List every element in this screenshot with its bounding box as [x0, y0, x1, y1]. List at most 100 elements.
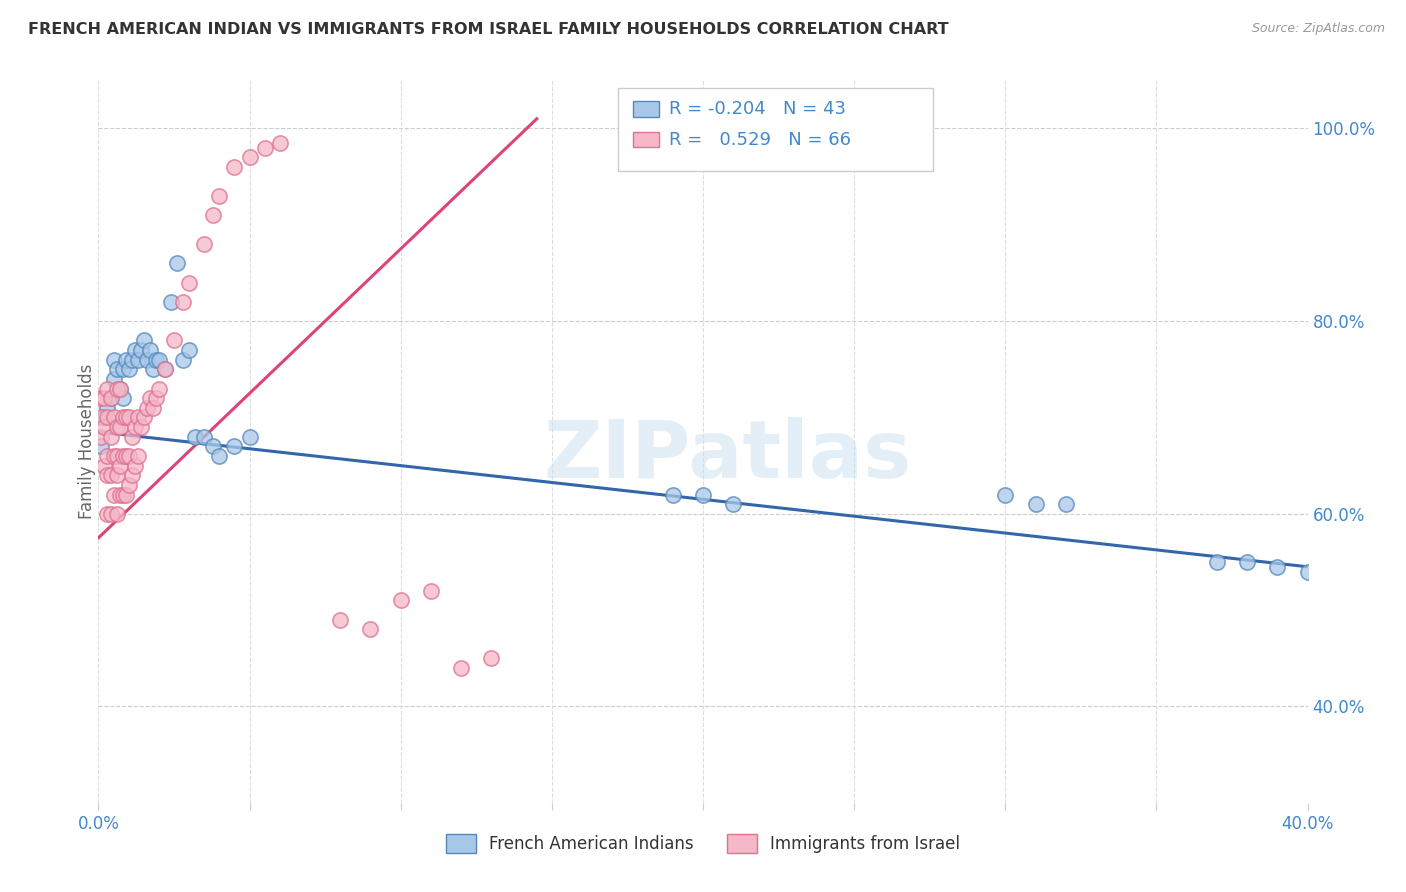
Point: [179, 343, 201, 357]
Point: [1296, 565, 1319, 579]
Point: [1054, 497, 1077, 511]
Point: [103, 410, 125, 425]
Point: [114, 449, 136, 463]
Point: [114, 352, 136, 367]
Point: [121, 468, 143, 483]
Y-axis label: Family Households: Family Households: [79, 364, 96, 519]
Point: [153, 362, 176, 376]
Point: [184, 430, 207, 444]
Point: [93, 410, 115, 425]
Point: [108, 382, 131, 396]
Point: [172, 352, 194, 367]
Point: [1267, 559, 1289, 574]
Point: [93, 391, 115, 405]
Point: [90, 439, 112, 453]
Point: [124, 343, 146, 357]
Point: [224, 160, 246, 174]
Point: [111, 487, 134, 501]
Point: [1206, 555, 1229, 569]
Point: [118, 449, 141, 463]
Point: [118, 410, 141, 425]
Point: [111, 449, 134, 463]
Point: [389, 593, 412, 607]
Point: [114, 410, 136, 425]
Point: [163, 334, 186, 348]
Point: [127, 410, 149, 425]
Point: [723, 497, 745, 511]
Point: [129, 420, 152, 434]
Text: R = -0.204   N = 43: R = -0.204 N = 43: [669, 100, 846, 118]
Point: [135, 401, 157, 415]
Legend: French American Indians, Immigrants from Israel: French American Indians, Immigrants from…: [439, 827, 967, 860]
Point: [108, 487, 131, 501]
Point: [148, 382, 170, 396]
Point: [105, 468, 128, 483]
Point: [100, 391, 122, 405]
Point: [1024, 497, 1046, 511]
Point: [132, 334, 155, 348]
Point: [132, 410, 155, 425]
Point: [108, 420, 131, 434]
Point: [103, 449, 125, 463]
Point: [105, 507, 128, 521]
Point: [90, 410, 112, 425]
Point: [105, 362, 128, 376]
Point: [100, 507, 122, 521]
Point: [121, 352, 143, 367]
Point: [193, 237, 215, 252]
Point: [118, 478, 141, 492]
Point: [100, 430, 122, 444]
Point: [118, 362, 141, 376]
Point: [139, 343, 162, 357]
Point: [172, 294, 194, 309]
Point: [93, 420, 115, 434]
Point: [129, 343, 152, 357]
Point: [269, 136, 291, 150]
Point: [108, 458, 131, 473]
Point: [179, 276, 201, 290]
Text: FRENCH AMERICAN INDIAN VS IMMIGRANTS FROM ISRAEL FAMILY HOUSEHOLDS CORRELATION C: FRENCH AMERICAN INDIAN VS IMMIGRANTS FRO…: [28, 22, 949, 37]
Text: R =   0.529   N = 66: R = 0.529 N = 66: [669, 130, 851, 149]
FancyBboxPatch shape: [619, 87, 932, 170]
Point: [100, 391, 122, 405]
Point: [450, 661, 472, 675]
Point: [481, 651, 503, 665]
Point: [127, 449, 149, 463]
FancyBboxPatch shape: [633, 101, 659, 117]
Point: [142, 362, 165, 376]
Point: [124, 458, 146, 473]
Point: [160, 294, 183, 309]
Point: [142, 401, 165, 415]
Point: [96, 382, 118, 396]
Point: [692, 487, 714, 501]
Point: [145, 391, 167, 405]
Point: [253, 141, 276, 155]
Point: [124, 420, 146, 434]
Point: [329, 613, 352, 627]
Text: ZIPatlas: ZIPatlas: [543, 417, 911, 495]
Point: [103, 487, 125, 501]
Point: [208, 189, 231, 203]
Point: [994, 487, 1017, 501]
Point: [90, 430, 112, 444]
Point: [153, 362, 176, 376]
Point: [105, 449, 128, 463]
Point: [661, 487, 683, 501]
Point: [202, 208, 225, 222]
Point: [114, 487, 136, 501]
Point: [166, 256, 188, 270]
Point: [103, 352, 125, 367]
Point: [111, 391, 134, 405]
Point: [105, 382, 128, 396]
Point: [93, 458, 115, 473]
Point: [208, 449, 231, 463]
Point: [90, 391, 112, 405]
FancyBboxPatch shape: [633, 132, 659, 147]
Point: [96, 449, 118, 463]
Point: [239, 150, 262, 164]
Point: [111, 410, 134, 425]
Point: [127, 352, 149, 367]
Point: [148, 352, 170, 367]
Point: [121, 430, 143, 444]
Point: [1236, 555, 1258, 569]
